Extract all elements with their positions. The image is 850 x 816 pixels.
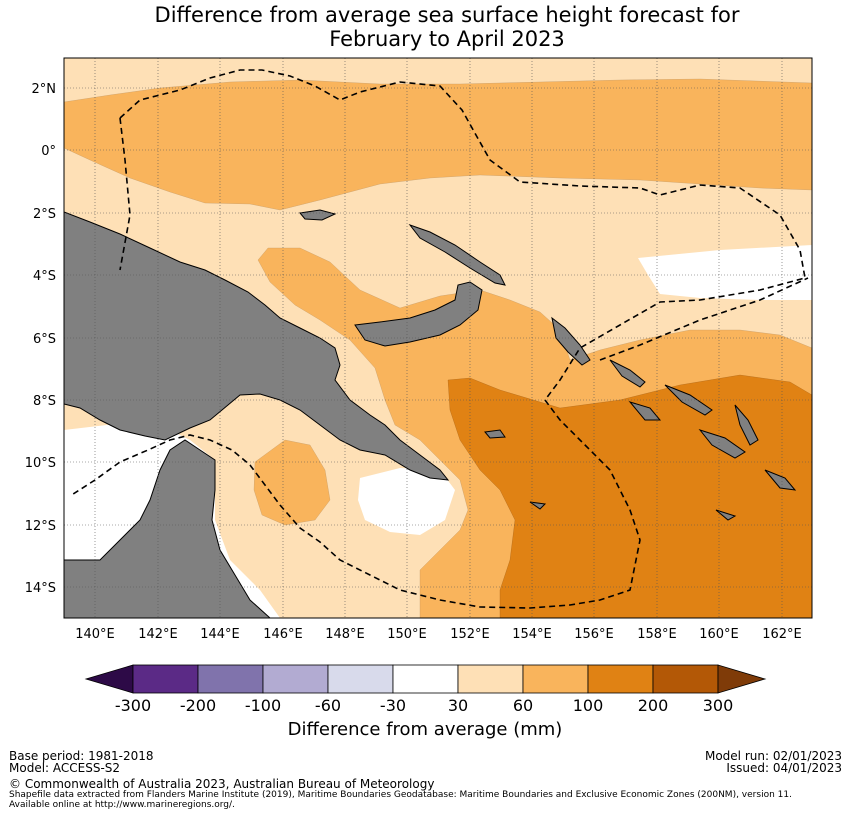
- colorbar-tick: 60: [513, 696, 533, 715]
- land-cape-york: [64, 439, 271, 618]
- anomaly-neutral-coral: [358, 468, 455, 535]
- land-bougainville: [551, 316, 591, 366]
- lon-label: 150°E: [387, 627, 427, 642]
- colorbar-segment: [522, 664, 589, 694]
- land-new-ireland: [408, 223, 506, 286]
- anomaly-neutral-east: [638, 245, 812, 300]
- land-rossel: [529, 501, 547, 510]
- lon-label: 152°E: [450, 627, 490, 642]
- lon-label: 140°E: [75, 627, 115, 642]
- lat-label: 2°N: [32, 82, 57, 97]
- map-frame: [63, 57, 813, 619]
- lon-label: 148°E: [325, 627, 365, 642]
- land-dentrecasteaux: [484, 429, 506, 439]
- colorbar-tick: -200: [180, 696, 216, 715]
- eez-boundaries: [69, 69, 809, 609]
- issued-date: Issued: 04/01/2023: [726, 761, 842, 775]
- colorbar-segment: [457, 664, 524, 694]
- land-guadalcanal: [698, 429, 746, 459]
- title-line-1: Difference from average sea surface heig…: [154, 3, 740, 27]
- land-manus: [299, 209, 337, 221]
- lon-label: 142°E: [138, 627, 178, 642]
- colorbar-tick: 200: [638, 696, 669, 715]
- colorbar-segment: [327, 664, 394, 694]
- colorbar-tick: -60: [315, 696, 341, 715]
- colorbar-tick: 100: [573, 696, 604, 715]
- base-period: Base period: 1981-2018: [9, 749, 154, 763]
- lat-label: 12°S: [25, 519, 56, 534]
- colorbar-tick: -100: [245, 696, 281, 715]
- lon-label: 156°E: [574, 627, 614, 642]
- land-new-georgia: [628, 401, 662, 421]
- lat-labels: 2°N 0° 2°S 4°S 6°S 8°S 10°S 12°S 14°S: [25, 82, 56, 596]
- graticule: [64, 58, 812, 618]
- lon-label: 158°E: [637, 627, 677, 642]
- lat-label: 4°S: [33, 269, 56, 284]
- lon-label: 160°E: [699, 627, 739, 642]
- colorbar-segment: [132, 664, 199, 694]
- anomaly-60-100-gulf: [253, 439, 331, 526]
- colorbar-segment: [197, 664, 264, 694]
- colorbar-tick: 30: [448, 696, 468, 715]
- colorbar-segment: [392, 664, 459, 694]
- land-new-guinea: [64, 211, 450, 481]
- land-choiseul: [609, 359, 646, 388]
- land-malaita: [734, 404, 759, 446]
- lon-label: 146°E: [263, 627, 303, 642]
- model-run: Model run: 02/01/2023: [704, 749, 842, 763]
- colorbar-labels: -300 -200 -100 -60 -30 30 60 100 200 300: [115, 696, 733, 715]
- shapefile-link: Available online at http://www.marinereg…: [9, 800, 235, 810]
- lat-label: 14°S: [25, 581, 56, 596]
- map-area: [64, 58, 812, 618]
- model-name: Model: ACCESS-S2: [9, 761, 121, 775]
- lon-label: 144°E: [200, 627, 240, 642]
- copyright: © Commonwealth of Australia 2023, Austra…: [9, 777, 435, 791]
- lat-label: 8°S: [33, 394, 56, 409]
- lat-label: 2°S: [33, 207, 56, 222]
- land-makira: [764, 469, 797, 491]
- colorbar-tick: 300: [703, 696, 734, 715]
- colorbar-segment: [652, 664, 719, 694]
- lon-label: 162°E: [762, 627, 802, 642]
- colorbar-tick: -30: [380, 696, 406, 715]
- shapefile-credit: Shapefile data extracted from Flanders M…: [9, 790, 792, 800]
- land-rennell: [715, 509, 737, 521]
- lat-label: 0°: [41, 144, 56, 159]
- anomaly-60-100-north: [64, 78, 812, 211]
- colorbar: [84, 664, 767, 694]
- map-title: Difference from average sea surface heig…: [0, 3, 850, 51]
- lon-label: 154°E: [512, 627, 552, 642]
- colorbar-extend-low: [84, 664, 134, 694]
- colorbar-title: Difference from average (mm): [287, 719, 563, 740]
- anomaly-100-200-southeast: [447, 374, 812, 618]
- colorbar-segment: [587, 664, 654, 694]
- lat-label: 10°S: [25, 456, 56, 471]
- colorbar-extend-high: [717, 664, 767, 694]
- colorbar-segment: [262, 664, 329, 694]
- land-new-britain: [354, 281, 483, 347]
- colorbar-tick: -300: [115, 696, 151, 715]
- lat-label: 6°S: [33, 332, 56, 347]
- title-line-2: February to April 2023: [329, 27, 565, 51]
- lon-labels: 140°E 142°E 144°E 146°E 148°E 150°E 152°…: [75, 627, 802, 642]
